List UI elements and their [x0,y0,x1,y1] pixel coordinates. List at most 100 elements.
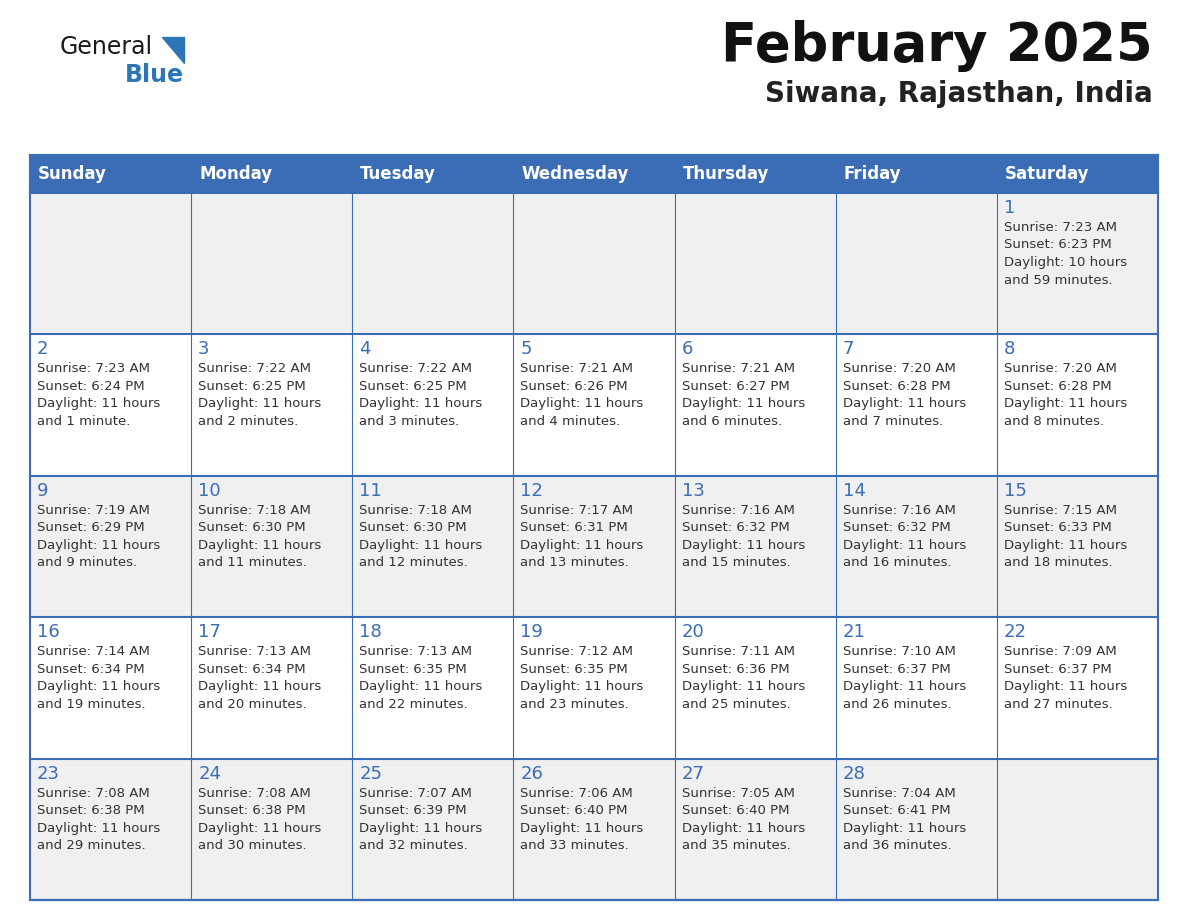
Text: Sunrise: 7:10 AM
Sunset: 6:37 PM
Daylight: 11 hours
and 26 minutes.: Sunrise: 7:10 AM Sunset: 6:37 PM Dayligh… [842,645,966,711]
Text: February 2025: February 2025 [721,20,1154,72]
Bar [513,476,675,617]
Text: 4: 4 [359,341,371,358]
Text: Sunrise: 7:05 AM
Sunset: 6:40 PM
Daylight: 11 hours
and 35 minutes.: Sunrise: 7:05 AM Sunset: 6:40 PM Dayligh… [682,787,804,852]
Bar [191,617,353,758]
Text: Sunrise: 7:22 AM
Sunset: 6:25 PM
Daylight: 11 hours
and 3 minutes.: Sunrise: 7:22 AM Sunset: 6:25 PM Dayligh… [359,363,482,428]
Text: Sunrise: 7:20 AM
Sunset: 6:28 PM
Daylight: 11 hours
and 7 minutes.: Sunrise: 7:20 AM Sunset: 6:28 PM Dayligh… [842,363,966,428]
Text: 6: 6 [682,341,693,358]
Text: Sunrise: 7:11 AM
Sunset: 6:36 PM
Daylight: 11 hours
and 25 minutes.: Sunrise: 7:11 AM Sunset: 6:36 PM Dayligh… [682,645,804,711]
Text: 15: 15 [1004,482,1026,499]
Bar [513,193,675,334]
Text: Sunrise: 7:22 AM
Sunset: 6:25 PM
Daylight: 11 hours
and 2 minutes.: Sunrise: 7:22 AM Sunset: 6:25 PM Dayligh… [198,363,322,428]
Text: Sunrise: 7:09 AM
Sunset: 6:37 PM
Daylight: 11 hours
and 27 minutes.: Sunrise: 7:09 AM Sunset: 6:37 PM Dayligh… [1004,645,1127,711]
Bar [353,758,513,900]
Text: Sunrise: 7:21 AM
Sunset: 6:26 PM
Daylight: 11 hours
and 4 minutes.: Sunrise: 7:21 AM Sunset: 6:26 PM Dayligh… [520,363,644,428]
Text: 11: 11 [359,482,383,499]
Text: Sunrise: 7:07 AM
Sunset: 6:39 PM
Daylight: 11 hours
and 32 minutes.: Sunrise: 7:07 AM Sunset: 6:39 PM Dayligh… [359,787,482,852]
Text: 1: 1 [1004,199,1016,217]
Bar [835,758,997,900]
Text: 19: 19 [520,623,543,641]
Text: 27: 27 [682,765,704,783]
Text: Siwana, Rajasthan, India: Siwana, Rajasthan, India [765,80,1154,108]
Bar [997,617,1158,758]
Bar [513,155,675,193]
Text: Sunrise: 7:16 AM
Sunset: 6:32 PM
Daylight: 11 hours
and 16 minutes.: Sunrise: 7:16 AM Sunset: 6:32 PM Dayligh… [842,504,966,569]
Text: 16: 16 [37,623,59,641]
Bar [353,334,513,476]
Text: 3: 3 [198,341,209,358]
Bar [997,155,1158,193]
Text: 5: 5 [520,341,532,358]
Bar [997,476,1158,617]
Text: 21: 21 [842,623,866,641]
Text: 14: 14 [842,482,866,499]
Bar [997,758,1158,900]
Bar [835,476,997,617]
Bar [30,155,191,193]
Bar [675,334,835,476]
Text: Sunrise: 7:17 AM
Sunset: 6:31 PM
Daylight: 11 hours
and 13 minutes.: Sunrise: 7:17 AM Sunset: 6:31 PM Dayligh… [520,504,644,569]
Bar [30,476,191,617]
Text: 2: 2 [37,341,49,358]
Bar [353,193,513,334]
Bar [675,155,835,193]
Text: 28: 28 [842,765,866,783]
Text: Sunrise: 7:18 AM
Sunset: 6:30 PM
Daylight: 11 hours
and 12 minutes.: Sunrise: 7:18 AM Sunset: 6:30 PM Dayligh… [359,504,482,569]
Bar [513,617,675,758]
Bar [353,155,513,193]
Bar [30,155,1158,900]
Text: Monday: Monday [200,165,272,183]
Text: 18: 18 [359,623,383,641]
Text: Sunrise: 7:23 AM
Sunset: 6:24 PM
Daylight: 11 hours
and 1 minute.: Sunrise: 7:23 AM Sunset: 6:24 PM Dayligh… [37,363,160,428]
Text: 9: 9 [37,482,49,499]
Text: Sunrise: 7:14 AM
Sunset: 6:34 PM
Daylight: 11 hours
and 19 minutes.: Sunrise: 7:14 AM Sunset: 6:34 PM Dayligh… [37,645,160,711]
Text: Sunrise: 7:12 AM
Sunset: 6:35 PM
Daylight: 11 hours
and 23 minutes.: Sunrise: 7:12 AM Sunset: 6:35 PM Dayligh… [520,645,644,711]
Text: Sunrise: 7:15 AM
Sunset: 6:33 PM
Daylight: 11 hours
and 18 minutes.: Sunrise: 7:15 AM Sunset: 6:33 PM Dayligh… [1004,504,1127,569]
Text: Sunrise: 7:13 AM
Sunset: 6:35 PM
Daylight: 11 hours
and 22 minutes.: Sunrise: 7:13 AM Sunset: 6:35 PM Dayligh… [359,645,482,711]
Bar [353,617,513,758]
Bar [191,758,353,900]
Text: Sunrise: 7:08 AM
Sunset: 6:38 PM
Daylight: 11 hours
and 29 minutes.: Sunrise: 7:08 AM Sunset: 6:38 PM Dayligh… [37,787,160,852]
Bar [30,758,191,900]
Text: Saturday: Saturday [1005,165,1089,183]
Bar [191,334,353,476]
Bar [835,617,997,758]
Text: Sunrise: 7:18 AM
Sunset: 6:30 PM
Daylight: 11 hours
and 11 minutes.: Sunrise: 7:18 AM Sunset: 6:30 PM Dayligh… [198,504,322,569]
Text: Friday: Friday [843,165,902,183]
Text: Thursday: Thursday [683,165,769,183]
Bar [30,617,191,758]
Text: Sunrise: 7:06 AM
Sunset: 6:40 PM
Daylight: 11 hours
and 33 minutes.: Sunrise: 7:06 AM Sunset: 6:40 PM Dayligh… [520,787,644,852]
Text: Sunrise: 7:16 AM
Sunset: 6:32 PM
Daylight: 11 hours
and 15 minutes.: Sunrise: 7:16 AM Sunset: 6:32 PM Dayligh… [682,504,804,569]
Text: Sunrise: 7:13 AM
Sunset: 6:34 PM
Daylight: 11 hours
and 20 minutes.: Sunrise: 7:13 AM Sunset: 6:34 PM Dayligh… [198,645,322,711]
Text: Blue: Blue [125,63,184,87]
Bar [30,155,1158,193]
Text: Sunrise: 7:08 AM
Sunset: 6:38 PM
Daylight: 11 hours
and 30 minutes.: Sunrise: 7:08 AM Sunset: 6:38 PM Dayligh… [198,787,322,852]
Bar [30,334,191,476]
Text: Sunrise: 7:19 AM
Sunset: 6:29 PM
Daylight: 11 hours
and 9 minutes.: Sunrise: 7:19 AM Sunset: 6:29 PM Dayligh… [37,504,160,569]
Bar [191,155,353,193]
Text: 23: 23 [37,765,61,783]
Bar [835,193,997,334]
Text: Sunrise: 7:21 AM
Sunset: 6:27 PM
Daylight: 11 hours
and 6 minutes.: Sunrise: 7:21 AM Sunset: 6:27 PM Dayligh… [682,363,804,428]
Bar [513,758,675,900]
Text: 17: 17 [198,623,221,641]
Text: Sunday: Sunday [38,165,107,183]
Text: Wednesday: Wednesday [522,165,628,183]
Polygon shape [162,37,184,63]
Bar [675,193,835,334]
Text: Sunrise: 7:23 AM
Sunset: 6:23 PM
Daylight: 10 hours
and 59 minutes.: Sunrise: 7:23 AM Sunset: 6:23 PM Dayligh… [1004,221,1127,286]
Bar [191,476,353,617]
Text: General: General [61,35,153,59]
Text: 22: 22 [1004,623,1026,641]
Bar [675,617,835,758]
Text: 20: 20 [682,623,704,641]
Text: 26: 26 [520,765,543,783]
Text: Sunrise: 7:04 AM
Sunset: 6:41 PM
Daylight: 11 hours
and 36 minutes.: Sunrise: 7:04 AM Sunset: 6:41 PM Dayligh… [842,787,966,852]
Bar [191,193,353,334]
Bar [675,476,835,617]
Text: 10: 10 [198,482,221,499]
Bar [997,334,1158,476]
Bar [835,155,997,193]
Text: 25: 25 [359,765,383,783]
Bar [513,334,675,476]
